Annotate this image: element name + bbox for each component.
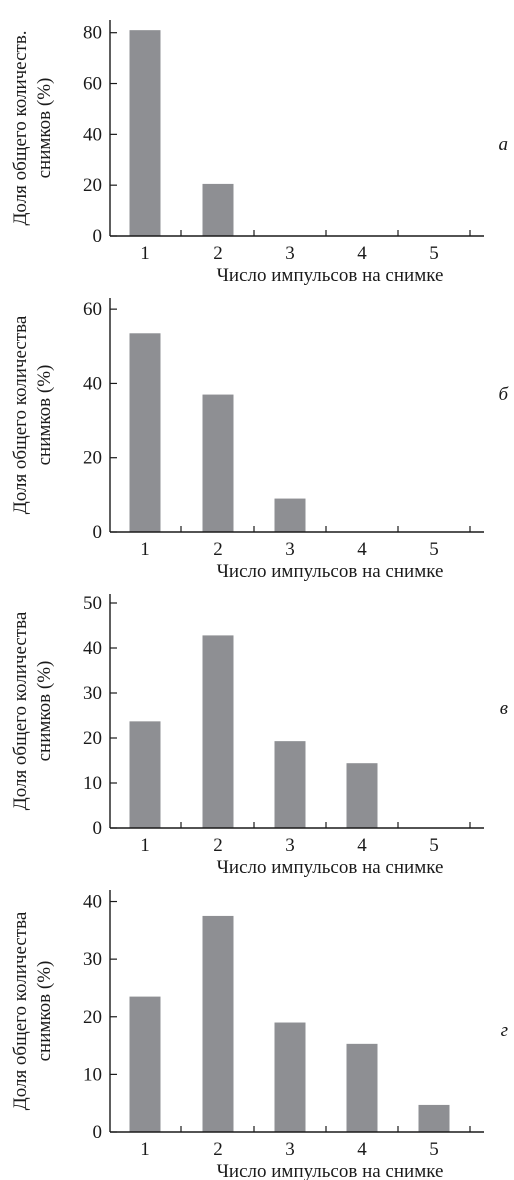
- y-tick-label: 40: [83, 638, 102, 659]
- y-tick-label: 10: [83, 773, 102, 794]
- x-tick-label: 4: [357, 835, 367, 856]
- x-tick-label: 1: [140, 243, 150, 264]
- y-axis-label-line-1: Доля общего количеств.: [10, 30, 31, 225]
- bar-1: [129, 30, 161, 237]
- y-tick-label: 30: [83, 683, 102, 704]
- panel-letter: б: [498, 384, 509, 405]
- y-tick-label: 50: [83, 593, 102, 614]
- x-axis-label: Число импульсов на снимке: [217, 1161, 444, 1180]
- panel-letter: а: [499, 134, 509, 155]
- bar-2: [202, 394, 234, 532]
- panel-letter: в: [500, 698, 508, 719]
- y-tick-label: 60: [83, 74, 102, 95]
- y-tick-label: 30: [83, 949, 102, 970]
- y-axis-label-line-2: снимков (%): [34, 78, 55, 179]
- x-tick-label: 2: [213, 835, 223, 856]
- x-tick-label: 5: [429, 539, 439, 560]
- x-tick-label: 4: [357, 539, 367, 560]
- bar-1: [129, 333, 161, 532]
- x-tick-label: 1: [140, 835, 150, 856]
- x-tick-label: 4: [357, 1139, 367, 1160]
- y-axis-label-line-2: снимков (%): [34, 365, 55, 466]
- x-tick-label: 5: [429, 835, 439, 856]
- y-tick-label: 10: [83, 1064, 102, 1085]
- y-tick-label: 40: [83, 373, 102, 394]
- x-tick-label: 2: [213, 243, 223, 264]
- x-tick-label: 5: [429, 1139, 439, 1160]
- y-tick-label: 40: [83, 892, 102, 913]
- x-tick-label: 2: [213, 1139, 223, 1160]
- y-tick-label: 60: [83, 299, 102, 320]
- y-tick-label: 20: [83, 448, 102, 469]
- bar-3: [274, 1022, 306, 1132]
- bar-4: [346, 763, 378, 828]
- bar-2: [202, 183, 234, 236]
- x-tick-label: 2: [213, 539, 223, 560]
- panel-letter: г: [501, 1020, 508, 1041]
- y-tick-label: 20: [83, 1007, 102, 1028]
- y-axis-label-line-2: снимков (%): [34, 661, 55, 762]
- y-axis-label-line-1: Доля общего количества: [10, 911, 31, 1110]
- y-tick-label: 80: [83, 23, 102, 44]
- y-tick-label: 0: [93, 818, 103, 839]
- y-tick-label: 0: [93, 522, 103, 543]
- y-tick-label: 20: [83, 175, 102, 196]
- bar-4: [346, 1043, 378, 1132]
- x-tick-label: 3: [285, 835, 295, 856]
- x-tick-label: 3: [285, 1139, 295, 1160]
- x-tick-label: 1: [140, 539, 150, 560]
- x-tick-label: 3: [285, 539, 295, 560]
- bar-2: [202, 915, 234, 1132]
- bar-1: [129, 996, 161, 1132]
- x-axis-label: Число импульсов на снимке: [217, 265, 444, 286]
- x-tick-label: 4: [357, 243, 367, 264]
- bar-3: [274, 741, 306, 828]
- x-tick-label: 1: [140, 1139, 150, 1160]
- bar-5: [418, 1104, 450, 1132]
- bar-3: [274, 498, 306, 532]
- bar-2: [202, 635, 234, 828]
- y-axis-label-line-1: Доля общего количества: [10, 611, 31, 810]
- x-tick-label: 3: [285, 243, 295, 264]
- y-tick-label: 0: [93, 1122, 103, 1143]
- y-tick-label: 20: [83, 728, 102, 749]
- x-axis-label: Число импульсов на снимке: [217, 561, 444, 582]
- y-axis-label-line-1: Доля общего количества: [10, 315, 31, 514]
- y-tick-label: 0: [93, 226, 103, 247]
- y-tick-label: 40: [83, 124, 102, 145]
- bar-1: [129, 721, 161, 828]
- x-axis-label: Число импульсов на снимке: [217, 857, 444, 878]
- y-axis-label-line-2: снимков (%): [34, 961, 55, 1062]
- x-tick-label: 5: [429, 243, 439, 264]
